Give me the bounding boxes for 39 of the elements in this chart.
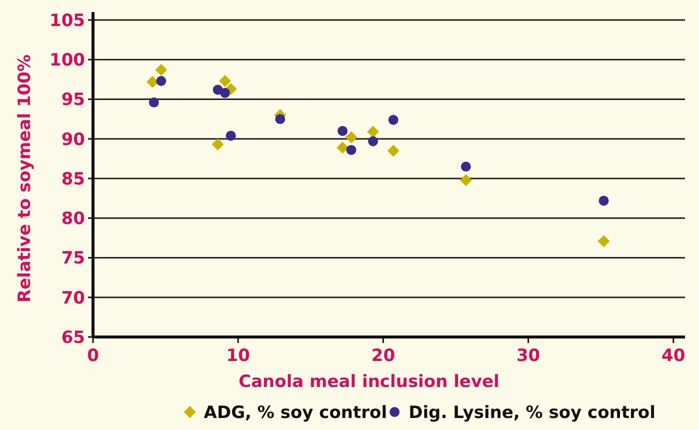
legend-label: Dig. Lysine, % soy control: [408, 403, 656, 423]
point: [226, 130, 236, 141]
point: [212, 138, 224, 150]
point: [367, 126, 380, 138]
legend-label: ADG, % soy control: [204, 403, 388, 423]
y-tick-label: 70: [61, 288, 86, 308]
point: [387, 144, 400, 157]
point: [388, 114, 398, 125]
point: [155, 64, 168, 76]
point: [345, 131, 358, 144]
x-tick-label: 0: [87, 346, 100, 366]
y-tick-label: 95: [61, 90, 85, 110]
point: [460, 162, 471, 172]
point: [598, 235, 610, 248]
point: [275, 114, 286, 124]
point: [460, 174, 472, 186]
y-tick-label: 100: [50, 50, 86, 71]
x-tick-label: 10: [226, 346, 250, 366]
point: [156, 76, 166, 86]
y-tick-label: 85: [61, 169, 85, 190]
point: [336, 142, 349, 154]
y-tick-label: 80: [61, 209, 86, 230]
point: [219, 75, 232, 88]
y-axis-title: Relative to soymeal 100%: [15, 54, 35, 302]
point: [148, 97, 159, 108]
x-tick-label: 30: [516, 346, 540, 366]
point: [220, 88, 230, 98]
y-tick-label: 75: [61, 248, 85, 269]
y-tick-label: 65: [61, 328, 85, 348]
x-tick-label: 20: [371, 346, 396, 366]
point: [346, 144, 356, 155]
point: [146, 76, 158, 88]
y-tick-label: 90: [61, 130, 86, 150]
x-tick-label: 40: [662, 346, 686, 366]
y-tick-label: 105: [50, 10, 85, 31]
point: [368, 136, 378, 146]
point: [338, 126, 348, 136]
point: [598, 196, 609, 206]
x-axis-title: Canola meal inclusion level: [238, 372, 500, 392]
